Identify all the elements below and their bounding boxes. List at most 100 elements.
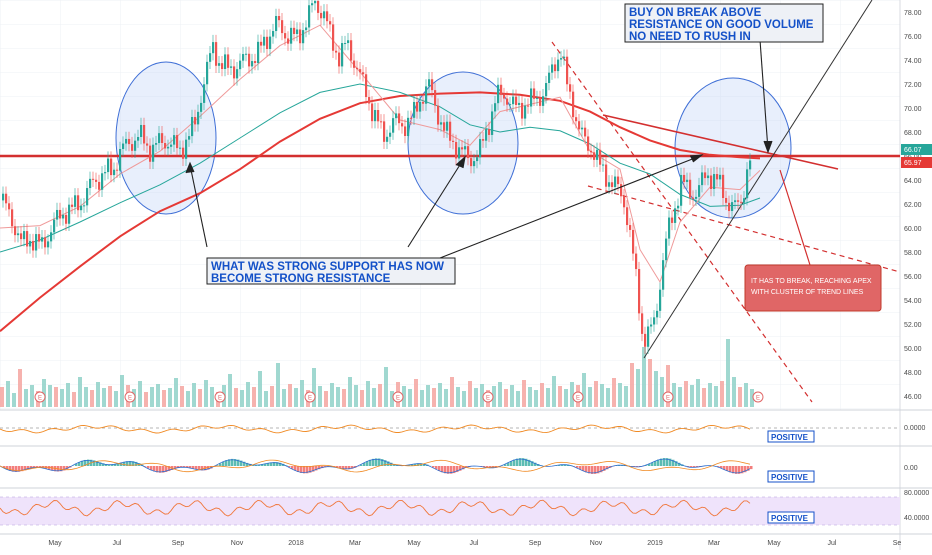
- price-tick-label: 48.00: [904, 370, 922, 377]
- candle-body: [629, 225, 631, 230]
- volume-bar: [438, 383, 442, 407]
- top-note-line-1: BUY ON BREAK ABOVE: [629, 7, 762, 19]
- candle-body: [215, 42, 217, 66]
- candle-body: [35, 234, 37, 250]
- candle-body: [53, 220, 55, 233]
- candle-body: [47, 241, 49, 247]
- date-tick-label: Se: [893, 540, 902, 547]
- volume-bar: [420, 390, 424, 407]
- candle-body: [710, 176, 712, 189]
- volume-bar: [60, 389, 64, 407]
- candle-body: [680, 175, 682, 206]
- candle-body: [17, 233, 19, 235]
- candle-body: [326, 11, 328, 21]
- volume-bar: [348, 377, 352, 407]
- candle-body: [101, 173, 103, 189]
- volume-bar: [84, 387, 88, 407]
- candle-body: [449, 122, 451, 141]
- candle-body: [290, 28, 292, 44]
- price-tick-label: 54.00: [904, 298, 922, 305]
- price-tick-label: 64.00: [904, 178, 922, 185]
- candle-body: [446, 122, 448, 131]
- candle-body: [59, 210, 61, 219]
- volume-bar: [96, 382, 100, 407]
- volume-bar: [366, 381, 370, 407]
- candle-body: [128, 139, 130, 144]
- candle-body: [146, 143, 148, 145]
- volume-bar: [408, 389, 412, 407]
- candle-body: [623, 196, 625, 207]
- candle-body: [515, 97, 517, 105]
- candle-body: [653, 317, 655, 324]
- candle-body: [173, 135, 175, 145]
- candle-body: [416, 102, 418, 112]
- candle-body: [746, 169, 748, 198]
- candle-body: [236, 69, 238, 78]
- candle-body: [401, 123, 403, 126]
- candle-body: [263, 37, 265, 46]
- earnings-marker-label: E: [666, 396, 670, 402]
- candle-body: [737, 200, 739, 201]
- candle-body: [92, 179, 94, 180]
- candle-body: [191, 117, 193, 136]
- volume-bar: [600, 384, 604, 407]
- candle-body: [200, 103, 202, 112]
- candle-body: [566, 57, 568, 85]
- candle-body: [125, 139, 127, 144]
- candle-body: [323, 11, 325, 18]
- volume-bar: [732, 377, 736, 407]
- candle-body: [320, 13, 322, 18]
- candle-body: [362, 72, 364, 74]
- candle-body: [287, 38, 289, 43]
- candle-body: [467, 146, 469, 158]
- volume-bar: [276, 363, 280, 407]
- candle-body: [659, 290, 661, 311]
- volume-bar: [468, 381, 472, 407]
- candle-body: [548, 73, 550, 83]
- candle-body: [503, 95, 505, 99]
- candle-body: [293, 28, 295, 34]
- candle-body: [182, 148, 184, 159]
- candle-body: [434, 90, 436, 105]
- candle-body: [377, 110, 379, 121]
- volume-bar: [24, 389, 28, 407]
- candle-body: [281, 20, 283, 33]
- candle-body: [611, 182, 613, 187]
- candle-body: [158, 133, 160, 143]
- candle-body: [482, 139, 484, 141]
- candle-body: [338, 53, 340, 67]
- candle-body: [584, 128, 586, 137]
- volume-bar: [156, 384, 160, 407]
- volume-bar: [552, 376, 556, 407]
- candle-body: [152, 145, 154, 162]
- candle-body: [149, 146, 151, 162]
- volume-bar: [618, 383, 622, 407]
- candle-body: [137, 137, 139, 141]
- volume-bar: [378, 384, 382, 407]
- candle-body: [371, 103, 373, 121]
- candle-body: [104, 172, 106, 173]
- candle-body: [596, 150, 598, 160]
- candle-body: [725, 198, 727, 203]
- candle-body: [143, 125, 145, 144]
- volume-bar: [12, 393, 16, 407]
- candle-body: [533, 88, 535, 98]
- volume-bar: [204, 380, 208, 407]
- volume-bar: [702, 388, 706, 407]
- candle-body: [356, 68, 358, 69]
- candle-body: [113, 170, 115, 175]
- candle-body: [44, 237, 46, 247]
- candle-body: [224, 54, 226, 69]
- candle-body: [692, 198, 694, 199]
- date-tick-label: Jul: [470, 540, 479, 547]
- candle-body: [638, 269, 640, 313]
- candle-body: [617, 177, 619, 185]
- candle-body: [56, 210, 58, 220]
- volume-bar: [342, 389, 346, 407]
- candle-body: [671, 218, 673, 223]
- volume-bar: [300, 380, 304, 407]
- date-tick-label: Mar: [349, 540, 362, 547]
- date-tick-label: 2019: [647, 540, 663, 547]
- price-tag-upper: 66.07: [901, 144, 932, 155]
